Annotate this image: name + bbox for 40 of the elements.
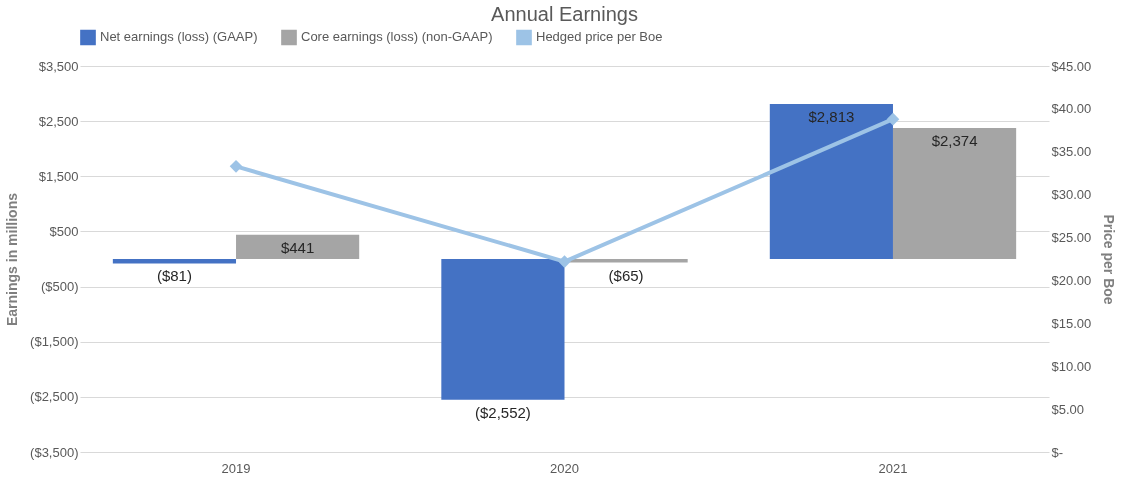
y2-axis-title: Price per Boe bbox=[1101, 214, 1118, 305]
y-tick-label: ($1,500) bbox=[30, 334, 79, 350]
y2-tick-label: $25.00 bbox=[1051, 230, 1092, 246]
y2-tick-label: $5.00 bbox=[1051, 401, 1085, 417]
y-tick-label: ($500) bbox=[40, 279, 79, 295]
legend-label: Hedged price per Boe bbox=[536, 29, 663, 45]
legend-label: Core earnings (loss) (non-GAAP) bbox=[301, 29, 493, 45]
data-label: $2,374 bbox=[931, 132, 978, 150]
data-label: $2,813 bbox=[808, 107, 855, 125]
data-label: ($2,552) bbox=[474, 403, 531, 421]
data-label: ($81) bbox=[156, 267, 192, 285]
y-tick-label: $3,500 bbox=[38, 58, 79, 74]
data-label: $441 bbox=[280, 238, 315, 256]
bar bbox=[236, 234, 360, 259]
y-tick-label: ($3,500) bbox=[30, 444, 79, 460]
y-tick-label: $1,500 bbox=[38, 168, 79, 184]
y2-tick-label: $30.00 bbox=[1051, 187, 1092, 203]
y-tick-label: $2,500 bbox=[38, 113, 79, 129]
data-label: ($65) bbox=[608, 266, 644, 284]
point bbox=[229, 160, 243, 173]
y-tick-label: ($2,500) bbox=[30, 389, 79, 405]
y2-tick-label: $40.00 bbox=[1051, 101, 1092, 117]
y2-tick-label: $35.00 bbox=[1051, 144, 1092, 160]
x-tick-label: 2019 bbox=[221, 460, 251, 476]
y-axis-title: Earnings in millions bbox=[4, 192, 21, 327]
chart-title: Annual Earnings bbox=[491, 3, 638, 25]
y2-tick-label: $45.00 bbox=[1051, 58, 1092, 74]
point bbox=[558, 255, 571, 268]
y2-tick-label: $10.00 bbox=[1051, 358, 1092, 374]
y2-tick-label: $20.00 bbox=[1051, 272, 1092, 288]
bar bbox=[441, 259, 565, 400]
bar bbox=[892, 128, 1017, 259]
y2-tick-label: $15.00 bbox=[1051, 315, 1092, 331]
x-tick-label: 2021 bbox=[878, 460, 908, 476]
legend-label: Net earnings (loss) (GAAP) bbox=[100, 29, 258, 45]
bar bbox=[769, 103, 893, 259]
point bbox=[886, 112, 900, 126]
y-tick-label: $500 bbox=[49, 223, 79, 239]
y2-tick-label: $- bbox=[1051, 444, 1064, 460]
x-tick-label: 2020 bbox=[550, 460, 579, 476]
